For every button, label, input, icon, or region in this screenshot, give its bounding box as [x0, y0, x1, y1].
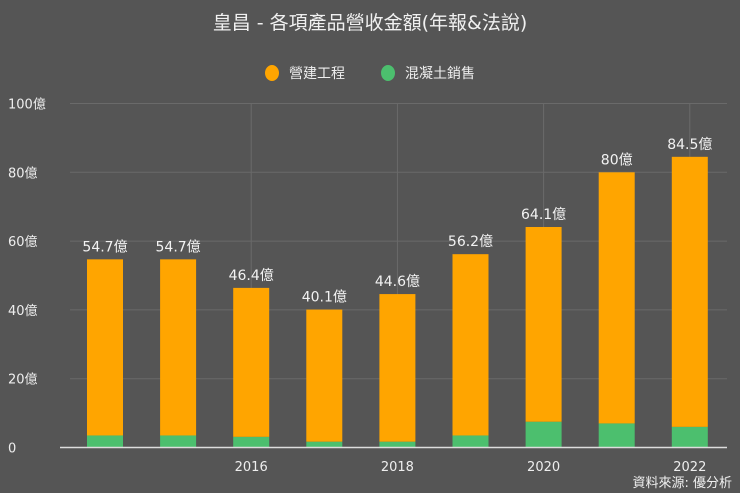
y-tick-label: 80億 — [8, 165, 38, 181]
total-data-label: 46.4億 — [229, 268, 274, 284]
bar-construction-2014 — [87, 259, 123, 436]
y-tick-label: 60億 — [8, 234, 38, 250]
bar-concrete-2020 — [525, 421, 562, 448]
bar-construction-2017 — [306, 309, 343, 442]
legend-item-concrete[interactable]: 混凝土銷售 — [381, 63, 475, 83]
y-tick-label: 40億 — [8, 303, 38, 319]
bar-construction-2022 — [671, 156, 708, 427]
y-tick-label: 0 — [8, 442, 16, 457]
total-data-label: 40.1億 — [302, 290, 347, 306]
bar-concrete-2017 — [306, 441, 343, 448]
total-data-label: 56.2億 — [448, 234, 493, 250]
chart-title: 皇昌 - 各項產品營收金額(年報&法說) — [212, 12, 528, 34]
legend-label: 混凝土銷售 — [405, 66, 475, 82]
bar-construction-2020 — [525, 226, 562, 422]
total-data-label: 44.6億 — [375, 274, 420, 290]
legend-dot-icon — [265, 65, 279, 81]
bar-concrete-2016 — [233, 436, 270, 448]
x-tick-label: 2022 — [673, 460, 706, 475]
total-data-label: 64.1億 — [521, 207, 566, 223]
legend-dot-icon — [381, 65, 395, 81]
bar-concrete-2014 — [87, 435, 123, 448]
x-tick-label: 2020 — [527, 460, 560, 475]
legend: 營建工程 混凝土銷售 — [0, 63, 740, 83]
legend-item-construction[interactable]: 營建工程 — [265, 63, 345, 83]
total-data-label: 54.7億 — [156, 239, 201, 255]
bar-concrete-2022 — [671, 426, 708, 448]
bar-concrete-2021 — [598, 423, 635, 448]
x-tick-label: 2016 — [235, 460, 268, 475]
bar-construction-2015 — [160, 259, 197, 436]
bar-construction-2021 — [598, 172, 635, 424]
source-note: 資料來源: 優分析 — [632, 476, 732, 491]
total-data-label: 84.5億 — [667, 137, 712, 153]
bar-concrete-2018 — [379, 441, 416, 448]
total-data-label: 80億 — [601, 152, 633, 168]
bar-construction-2018 — [379, 294, 416, 442]
bar-concrete-2019 — [452, 435, 489, 448]
y-tick-label: 20億 — [8, 372, 38, 388]
bar-construction-2019 — [452, 254, 489, 436]
legend-label: 營建工程 — [289, 66, 345, 82]
x-tick-label: 2018 — [381, 460, 414, 475]
bar-concrete-2015 — [160, 435, 197, 448]
y-tick-label: 100億 — [8, 97, 46, 113]
bar-construction-2016 — [233, 287, 270, 437]
total-data-label: 54.7億 — [82, 239, 127, 255]
